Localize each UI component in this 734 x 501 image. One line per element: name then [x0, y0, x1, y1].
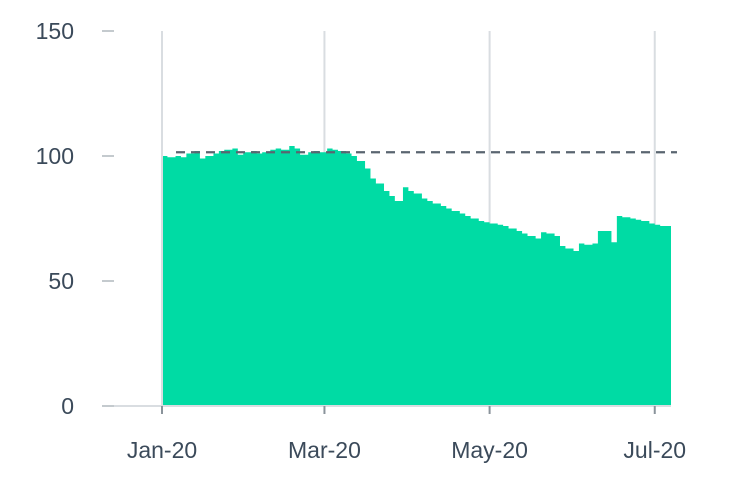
x-tick-label: May-20 [451, 437, 528, 463]
x-tick-label: Jan-20 [127, 437, 197, 463]
x-tick-label: Mar-20 [288, 437, 361, 463]
y-tick-label: 50 [48, 268, 74, 294]
tick-labels: 0 50 100 150 Jan-20 Mar-20 May-20 Jul-20 [36, 18, 686, 463]
y-tick-label: 150 [36, 18, 74, 44]
axes [102, 30, 671, 414]
series-area-layer [162, 146, 671, 406]
y-tick-label: 100 [36, 143, 74, 169]
x-tick-label: Jul-20 [623, 437, 686, 463]
y-tick-label: 0 [61, 393, 74, 419]
series-area [162, 146, 671, 406]
